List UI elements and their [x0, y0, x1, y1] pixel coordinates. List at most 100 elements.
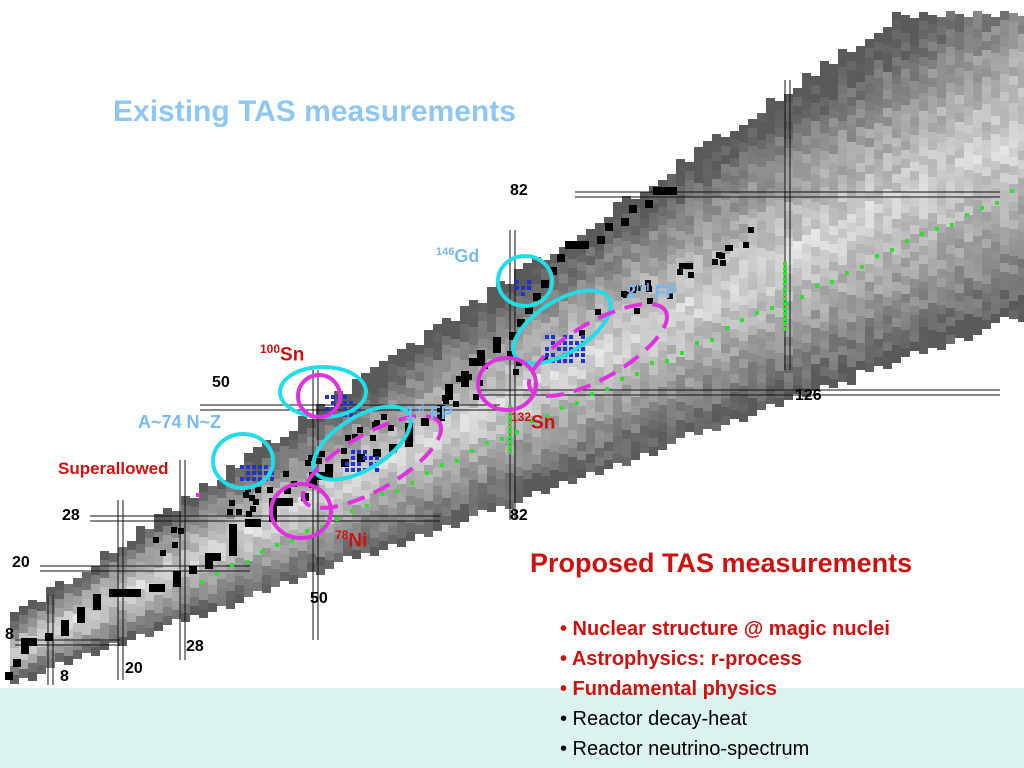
- band-cell: [541, 449, 550, 458]
- band-cell: [541, 476, 550, 485]
- band-cell: [982, 176, 991, 185]
- band-cell: [325, 524, 334, 533]
- band-cell: [874, 258, 883, 267]
- band-cell: [577, 415, 586, 424]
- band-cell: [901, 204, 910, 213]
- band-cell: [919, 66, 928, 75]
- band-cell: [433, 450, 442, 459]
- band-cell: [865, 309, 874, 318]
- band-cell: [415, 480, 424, 489]
- band-cell: [595, 457, 604, 466]
- band-cell: [1000, 137, 1009, 146]
- band-cell: [694, 237, 703, 246]
- r-process-nucleus: [275, 543, 279, 547]
- band-cell: [946, 254, 955, 263]
- band-cell: [235, 594, 244, 603]
- band-cell: [955, 41, 964, 50]
- band-cell: [496, 308, 505, 317]
- band-cell: [739, 377, 748, 386]
- stable-nucleus: [29, 638, 37, 646]
- band-cell: [19, 660, 28, 669]
- measured-nucleus: [569, 335, 573, 339]
- band-cell: [451, 438, 460, 447]
- band-cell: [766, 260, 775, 269]
- band-cell: [829, 271, 838, 280]
- r-process-nucleus: [320, 525, 324, 529]
- band-cell: [532, 338, 541, 347]
- band-cell: [604, 442, 613, 451]
- band-cell: [667, 372, 676, 381]
- band-cell: [919, 147, 928, 156]
- band-cell: [613, 283, 622, 292]
- band-cell: [973, 263, 982, 272]
- band-cell: [649, 249, 658, 258]
- band-cell: [811, 229, 820, 238]
- band-cell: [973, 137, 982, 146]
- band-cell: [847, 340, 856, 349]
- band-cell: [199, 573, 208, 582]
- band-cell: [307, 491, 316, 500]
- band-cell: [676, 204, 685, 213]
- band-cell: [937, 269, 946, 278]
- band-cell: [865, 174, 874, 183]
- band-cell: [577, 370, 586, 379]
- r-process-nucleus: [215, 572, 219, 576]
- band-cell: [775, 263, 784, 272]
- r-process-nucleus: [290, 539, 294, 543]
- band-cell: [334, 544, 343, 553]
- band-cell: [658, 225, 667, 234]
- band-cell: [937, 314, 946, 323]
- band-cell: [127, 541, 136, 550]
- band-cell: [802, 334, 811, 343]
- band-cell: [964, 305, 973, 314]
- band-cell: [55, 626, 64, 635]
- band-cell: [847, 250, 856, 259]
- band-cell: [973, 101, 982, 110]
- band-cell: [919, 174, 928, 183]
- band-cell: [955, 104, 964, 113]
- band-cell: [802, 361, 811, 370]
- band-cell: [928, 132, 937, 141]
- measured-nucleus: [246, 471, 250, 475]
- band-cell: [703, 312, 712, 321]
- stable-nucleus: [267, 487, 273, 493]
- band-cell: [361, 472, 370, 481]
- band-cell: [874, 168, 883, 177]
- band-cell: [919, 156, 928, 165]
- band-cell: [712, 314, 721, 323]
- band-cell: [235, 468, 244, 477]
- second-fp-proposed-marker: [527, 302, 669, 398]
- band-cell: [631, 298, 640, 307]
- band-cell: [748, 200, 757, 209]
- band-cell: [937, 143, 946, 152]
- band-cell: [235, 522, 244, 531]
- band-cell: [640, 354, 649, 363]
- band-cell: [190, 552, 199, 561]
- band-cell: [946, 326, 955, 335]
- band-cell: [694, 345, 703, 354]
- band-cell: [28, 627, 37, 636]
- band-cell: [964, 80, 973, 89]
- band-cell: [649, 429, 658, 438]
- band-cell: [829, 82, 838, 91]
- band-cell: [640, 327, 649, 336]
- band-cell: [667, 345, 676, 354]
- band-cell: [973, 191, 982, 200]
- band-cell: [955, 113, 964, 122]
- band-cell: [937, 296, 946, 305]
- band-cell: [694, 147, 703, 156]
- band-cell: [802, 163, 811, 172]
- band-cell: [739, 287, 748, 296]
- sn132-label: 132Sn: [511, 410, 556, 434]
- band-cell: [883, 216, 892, 225]
- band-cell: [874, 267, 883, 276]
- band-cell: [568, 412, 577, 421]
- band-cell: [883, 315, 892, 324]
- band-cell: [910, 108, 919, 117]
- band-cell: [973, 38, 982, 47]
- band-cell: [775, 236, 784, 245]
- stable-nucleus: [646, 286, 652, 292]
- band-cell: [757, 158, 766, 167]
- stable-nucleus: [445, 392, 453, 400]
- band-cell: [514, 314, 523, 323]
